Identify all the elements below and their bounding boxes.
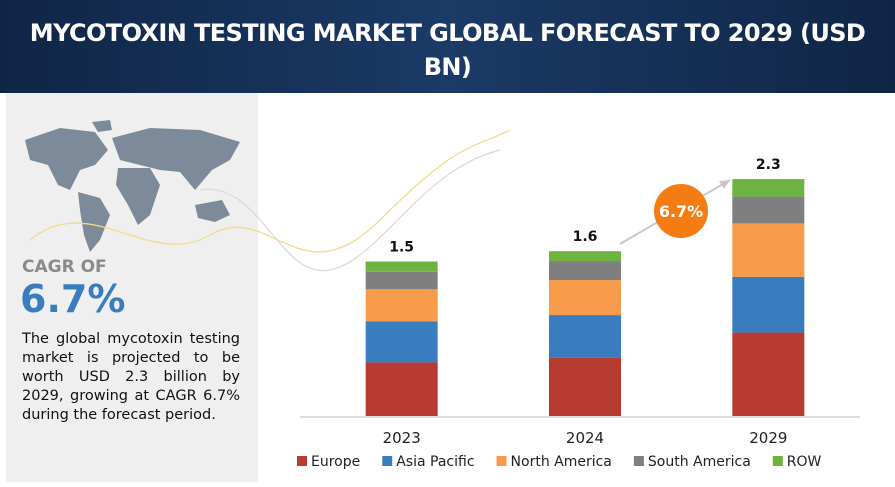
bar-segment <box>549 261 621 281</box>
decor-curve <box>199 149 501 272</box>
legend-label: South America <box>648 454 751 470</box>
bar-segment <box>365 321 438 363</box>
cagr-label: CAGR OF <box>22 257 107 277</box>
legend-label: North America <box>511 454 612 470</box>
total-label: 2.3 <box>756 157 781 173</box>
legend-swatch <box>382 456 393 466</box>
bar-segment <box>732 223 805 277</box>
total-label: 1.5 <box>389 240 414 256</box>
bar-segment <box>549 251 621 262</box>
bar-segment <box>732 332 805 416</box>
description: The global mycotoxin testing market is p… <box>22 331 240 423</box>
cagr-value: 6.7% <box>20 277 125 321</box>
world-map <box>25 120 240 252</box>
bar-segment <box>732 276 805 333</box>
decor-curve <box>29 129 511 253</box>
page-title: MYCOTOXIN TESTING MARKET GLOBAL FORECAST… <box>29 19 866 81</box>
x-tick-label: 2024 <box>566 429 604 447</box>
legend-swatch <box>772 456 783 466</box>
bar-segment <box>365 362 438 416</box>
bar-segment <box>365 261 438 272</box>
legend-swatch <box>496 456 507 466</box>
header-band: MYCOTOXIN TESTING MARKET GLOBAL FORECAST… <box>0 0 895 93</box>
cagr-bubble <box>654 184 708 238</box>
legend-label: ROW <box>787 454 822 470</box>
bar-segment <box>365 271 438 290</box>
bar-segment <box>549 280 621 316</box>
bar-segment <box>549 357 621 416</box>
cagr-bubble-label: 6.7% <box>659 202 703 221</box>
legend-swatch <box>633 456 644 466</box>
growth-arrowhead <box>719 180 730 189</box>
bar-segment <box>365 289 438 322</box>
bar-segment <box>549 315 621 358</box>
legend-label: Asia Pacific <box>396 454 474 470</box>
bar-segment <box>732 179 805 197</box>
x-tick-label: 2029 <box>749 429 787 447</box>
legend-swatch <box>297 456 307 466</box>
legend-label: Europe <box>311 454 360 470</box>
bar-segment <box>732 196 805 224</box>
total-label: 1.6 <box>573 229 598 245</box>
x-tick-label: 2023 <box>383 429 421 447</box>
